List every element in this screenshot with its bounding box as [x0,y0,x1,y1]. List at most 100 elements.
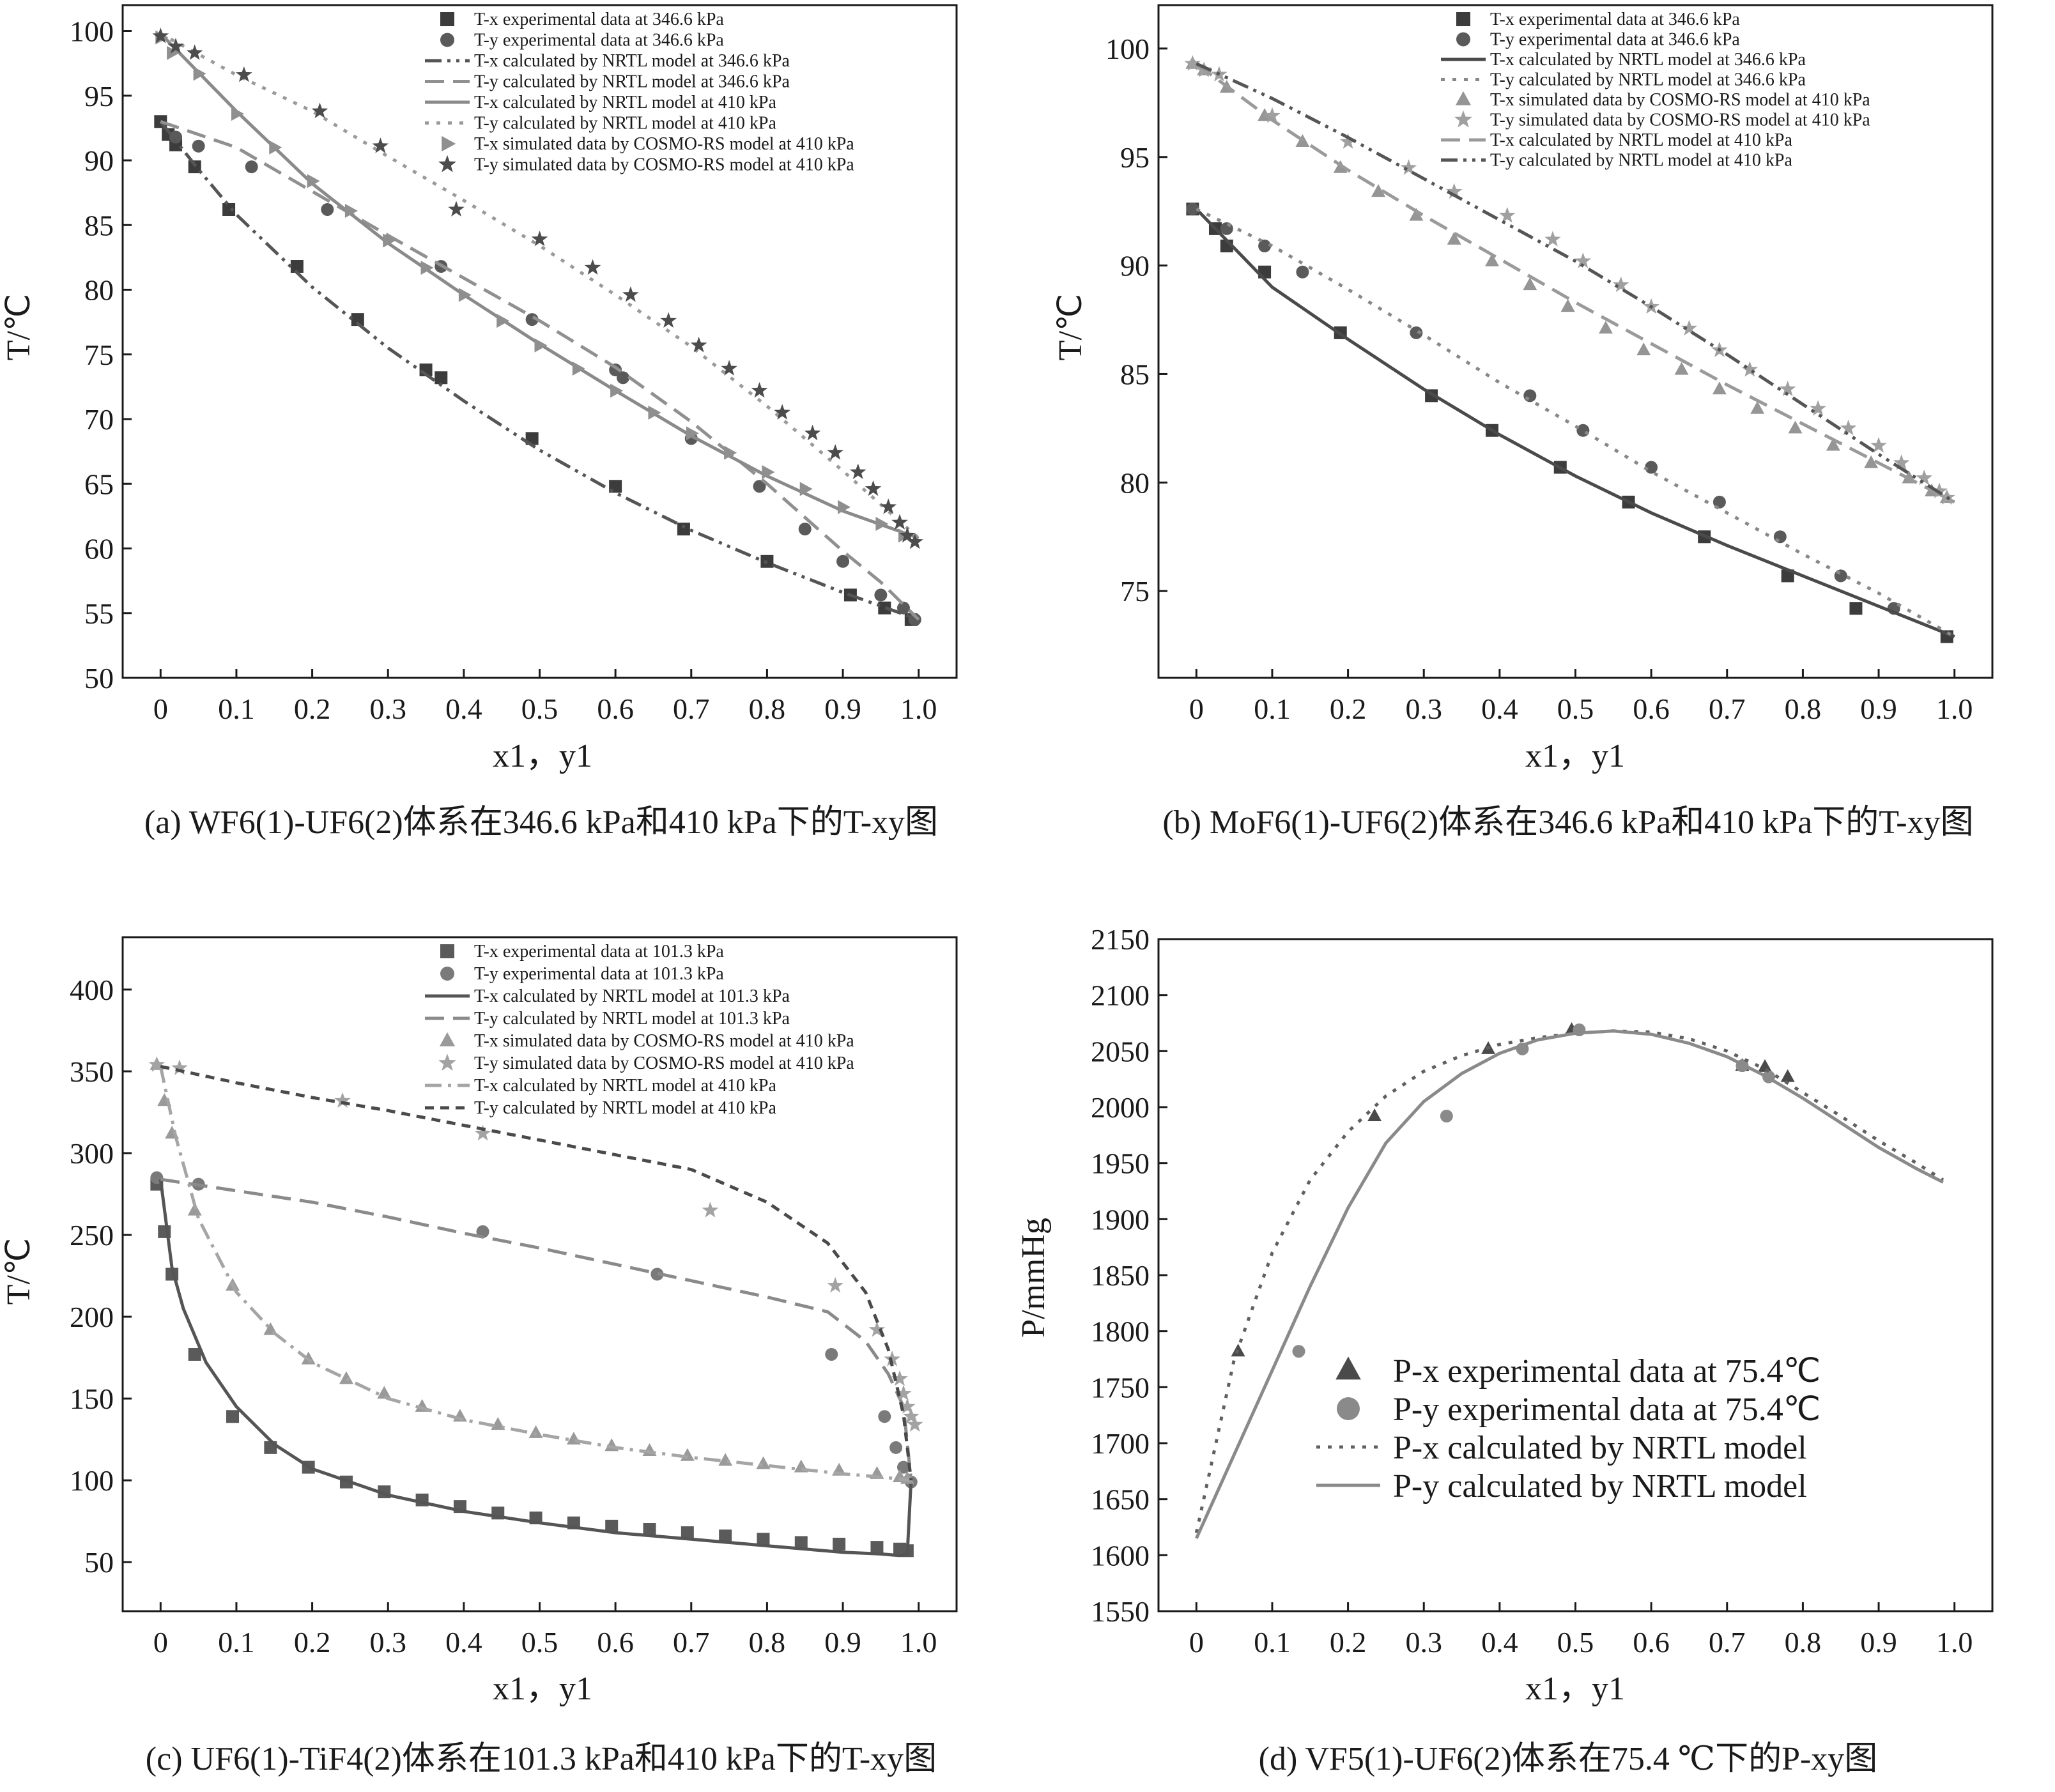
data-point [762,465,775,480]
x-tick-label: 1.0 [1936,1626,1973,1658]
y-axis-title: T/℃ [1052,294,1089,361]
data-point [702,1202,719,1218]
data-point [719,1529,732,1543]
legend-item: T-x calculated by NRTL model at 410 kPa [425,1076,776,1096]
legend-swatch [1337,1397,1360,1420]
y-tick-label: 400 [70,974,114,1006]
series-7 [1195,62,1955,504]
data-point [245,160,258,174]
series-1 [1231,1022,1795,1357]
x-tick-label: 0.9 [1860,693,1897,725]
data-point [721,360,737,376]
x-axis-title: x1，y1 [1525,738,1625,774]
data-point [1612,276,1629,293]
legend-item: P-y experimental data at 75.4℃ [1337,1391,1820,1428]
x-tick-label: 0.6 [1633,693,1670,725]
data-point [1292,1345,1305,1358]
legend-label: P-x experimental data at 75.4℃ [1393,1353,1820,1390]
legend-label: T-y calculated by NRTL model at 346.6 kP… [474,72,790,92]
legend-item: T-y experimental data at 101.3 kPa [440,964,724,984]
x-axis: 0 0.1 0.2 0.3 0.4 0.5 0.6 0.7 0.8 0.9 1.0 [153,669,937,725]
y-tick-label: 80 [1120,466,1150,499]
data-point [307,174,320,188]
series-1 [150,1177,914,1558]
data-point [152,27,169,43]
data-point [610,383,624,398]
data-point [531,231,548,247]
data-point [1186,203,1199,216]
x-tick-label: 0.4 [445,1626,482,1658]
y-tick-label: 1800 [1091,1315,1150,1348]
legend-label: T-y calculated by NRTL model at 410 kPa [474,114,776,134]
data-point [897,601,910,615]
data-point [528,1425,543,1438]
x-tick-label: 0.1 [1254,1626,1291,1658]
x-tick-label: 0.2 [1330,693,1367,725]
legend-item: T-x experimental data at 346.6 kPa [440,10,724,29]
series-1 [154,115,918,626]
panel-d: 1550 1600 1650 1700 1750 1800 1850 1900 1950 2000… [1015,923,1994,1777]
legend-label: T-x experimental data at 346.6 kPa [474,10,724,29]
data-point [906,533,923,549]
legend-label: T-x simulated data by COSMO-RS model at … [1490,90,1870,110]
x-tick-label: 0 [153,1626,168,1658]
y-tick-label: 350 [70,1055,114,1088]
series-line [1195,1029,1944,1540]
data-point [906,1416,923,1432]
data-point [344,203,358,218]
data-point [794,1536,808,1549]
x-tick-label: 0.8 [749,693,786,725]
data-point [1544,231,1561,247]
data-point [1893,454,1910,470]
data-point [870,1541,884,1554]
legend-swatch [440,967,454,981]
caption-d: (d) VF5(1)-UF6(2)体系在75.4 ℃下的P-xy图 [1259,1741,1878,1777]
y-tick-label: 100 [70,1464,114,1497]
legend-item: T-y experimental data at 346.6 kPa [1456,30,1740,50]
series-line [1194,1029,1944,1533]
legend-item: T-y simulated data by COSMO-RS model at … [438,1053,854,1073]
y-tick-label: 1650 [1091,1483,1150,1516]
series-4 [160,119,920,621]
data-point [321,203,334,216]
legend-label: T-x calculated by NRTL model at 346.6 kP… [1490,50,1806,70]
data-point [1645,461,1658,474]
data-point [878,601,891,615]
legend-swatch [440,33,454,47]
data-point [1523,389,1537,402]
data-point [193,66,206,81]
y-tick-label: 90 [1120,250,1150,282]
data-point [874,588,888,602]
y-tick-label: 70 [84,403,114,436]
legend-item: T-x calculated by NRTL model at 410 kPa [1441,130,1792,150]
y-tick-label: 200 [70,1301,114,1333]
legend: T-x experimental data at 101.3 kPa T-y ex… [425,942,854,1118]
data-point [1498,207,1516,223]
x-tick-label: 0.8 [1785,1626,1822,1658]
x-tick-label: 0.5 [521,693,558,725]
series-line [160,1064,913,1481]
legend-label: T-x calculated by NRTL model at 346.6 kP… [474,51,790,71]
x-tick-label: 0.6 [1633,1626,1670,1658]
x-tick-label: 0.3 [1405,1626,1442,1658]
data-point [1258,240,1272,253]
y-tick-label: 80 [84,274,114,307]
x-tick-label: 0.4 [1481,693,1518,725]
data-point [1779,380,1796,397]
x-tick-label: 0.7 [1709,1626,1746,1658]
x-tick-label: 0.2 [1330,1626,1367,1658]
data-point [756,1456,771,1469]
data-point [660,312,677,328]
series-3 [1195,208,1955,638]
y-tick-label: 85 [84,209,114,241]
legend-item: T-x calculated by NRTL model at 346.6 kP… [425,51,790,71]
series-4 [1196,208,1955,638]
data-point [351,313,364,326]
data-point [1939,489,1955,505]
data-point [222,203,236,216]
data-point [1574,252,1592,268]
data-point [1810,400,1826,416]
data-point [1447,231,1461,245]
